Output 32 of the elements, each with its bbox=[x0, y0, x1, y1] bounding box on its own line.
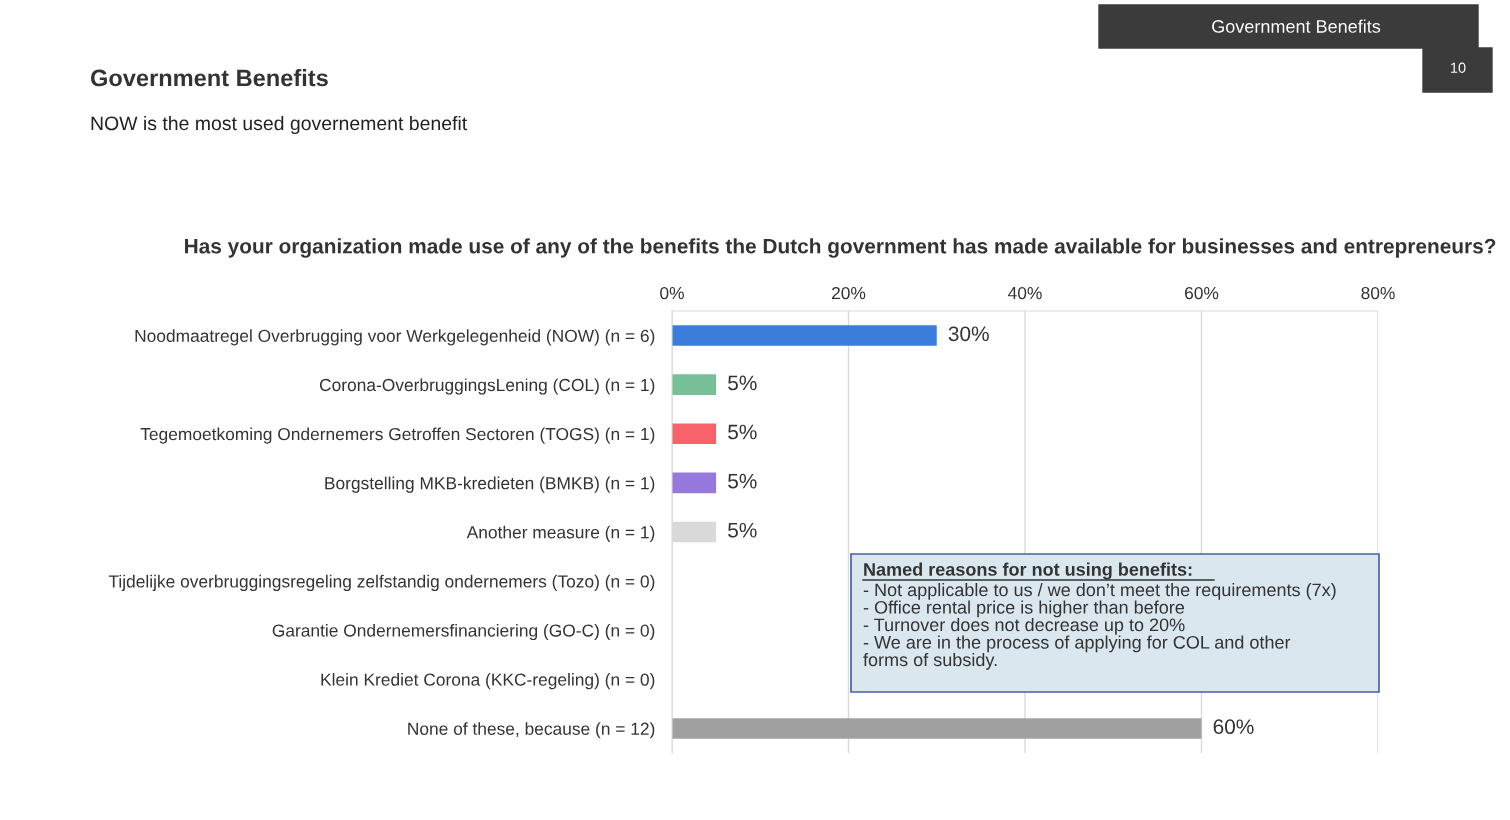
x-tick-label: 0% bbox=[660, 286, 684, 300]
x-tick-label: 20% bbox=[832, 286, 866, 300]
x-tick-label: 60% bbox=[1185, 286, 1219, 300]
bar bbox=[672, 718, 1202, 739]
bar bbox=[672, 374, 717, 395]
text: Government Benefits bbox=[90, 69, 328, 87]
y-tick-label: Garantie Ondernemersfinanciering (GO-C) (n = 0) bbox=[272, 623, 655, 641]
y-tick-label: Corona-OverbruggingsLening (COL) (n = 1) bbox=[319, 378, 655, 395]
y-tick-label: Klein Krediet Corona (KKC-regeling) (n = 0) bbox=[321, 673, 655, 690]
bar bbox=[672, 325, 937, 346]
data-label: 5% bbox=[728, 424, 757, 440]
y-tick-label: Another measure (n = 1) bbox=[466, 525, 655, 542]
y-tick-label: Noodmaatregel Overbrugging voor Werkgelegenheid (NOW) (n = 6) bbox=[135, 329, 655, 346]
annotation: - Not applicable to us / we don’t meet the requirements (7x) - Office rental price is higher than before - Turnover does not decrease up to 20% - We are in the process of applying for COL and other forms of subsidy. bbox=[863, 583, 1336, 670]
y-tick-label: Tijdelijke overbruggingsregeling zelfstandig ondernemers (Tozo) (n = 0) bbox=[108, 574, 655, 591]
y-tick-label: None of these, because (n = 12) bbox=[408, 722, 655, 739]
text: Has your organization made use of any of the benefits the Dutch government has made available for businesses and entrepreneurs? bbox=[185, 238, 1496, 258]
data-label: 30% bbox=[948, 326, 989, 342]
data-label: 5% bbox=[728, 522, 757, 538]
y-tick-label: Borgstelling MKB-kredieten (BMKB) (n = 1) bbox=[325, 476, 655, 493]
bar bbox=[672, 472, 717, 494]
annotation: Named reasons for not using benefits: bbox=[864, 562, 1192, 580]
data-label: 60% bbox=[1213, 719, 1254, 735]
x-tick-label: 40% bbox=[1008, 286, 1042, 300]
x-tick-label: 80% bbox=[1361, 286, 1395, 300]
y-tick-label: Tegemoetkoming Ondernemers Getroffen Sectoren (TOGS) (n = 1) bbox=[140, 427, 655, 444]
bar bbox=[672, 423, 717, 445]
data-label: 5% bbox=[728, 473, 757, 489]
text: 10 bbox=[1451, 62, 1466, 73]
text: Government Benefits bbox=[1212, 19, 1381, 33]
text: NOW is the most used governement benefit bbox=[91, 115, 468, 135]
data-label: 5% bbox=[728, 375, 757, 391]
